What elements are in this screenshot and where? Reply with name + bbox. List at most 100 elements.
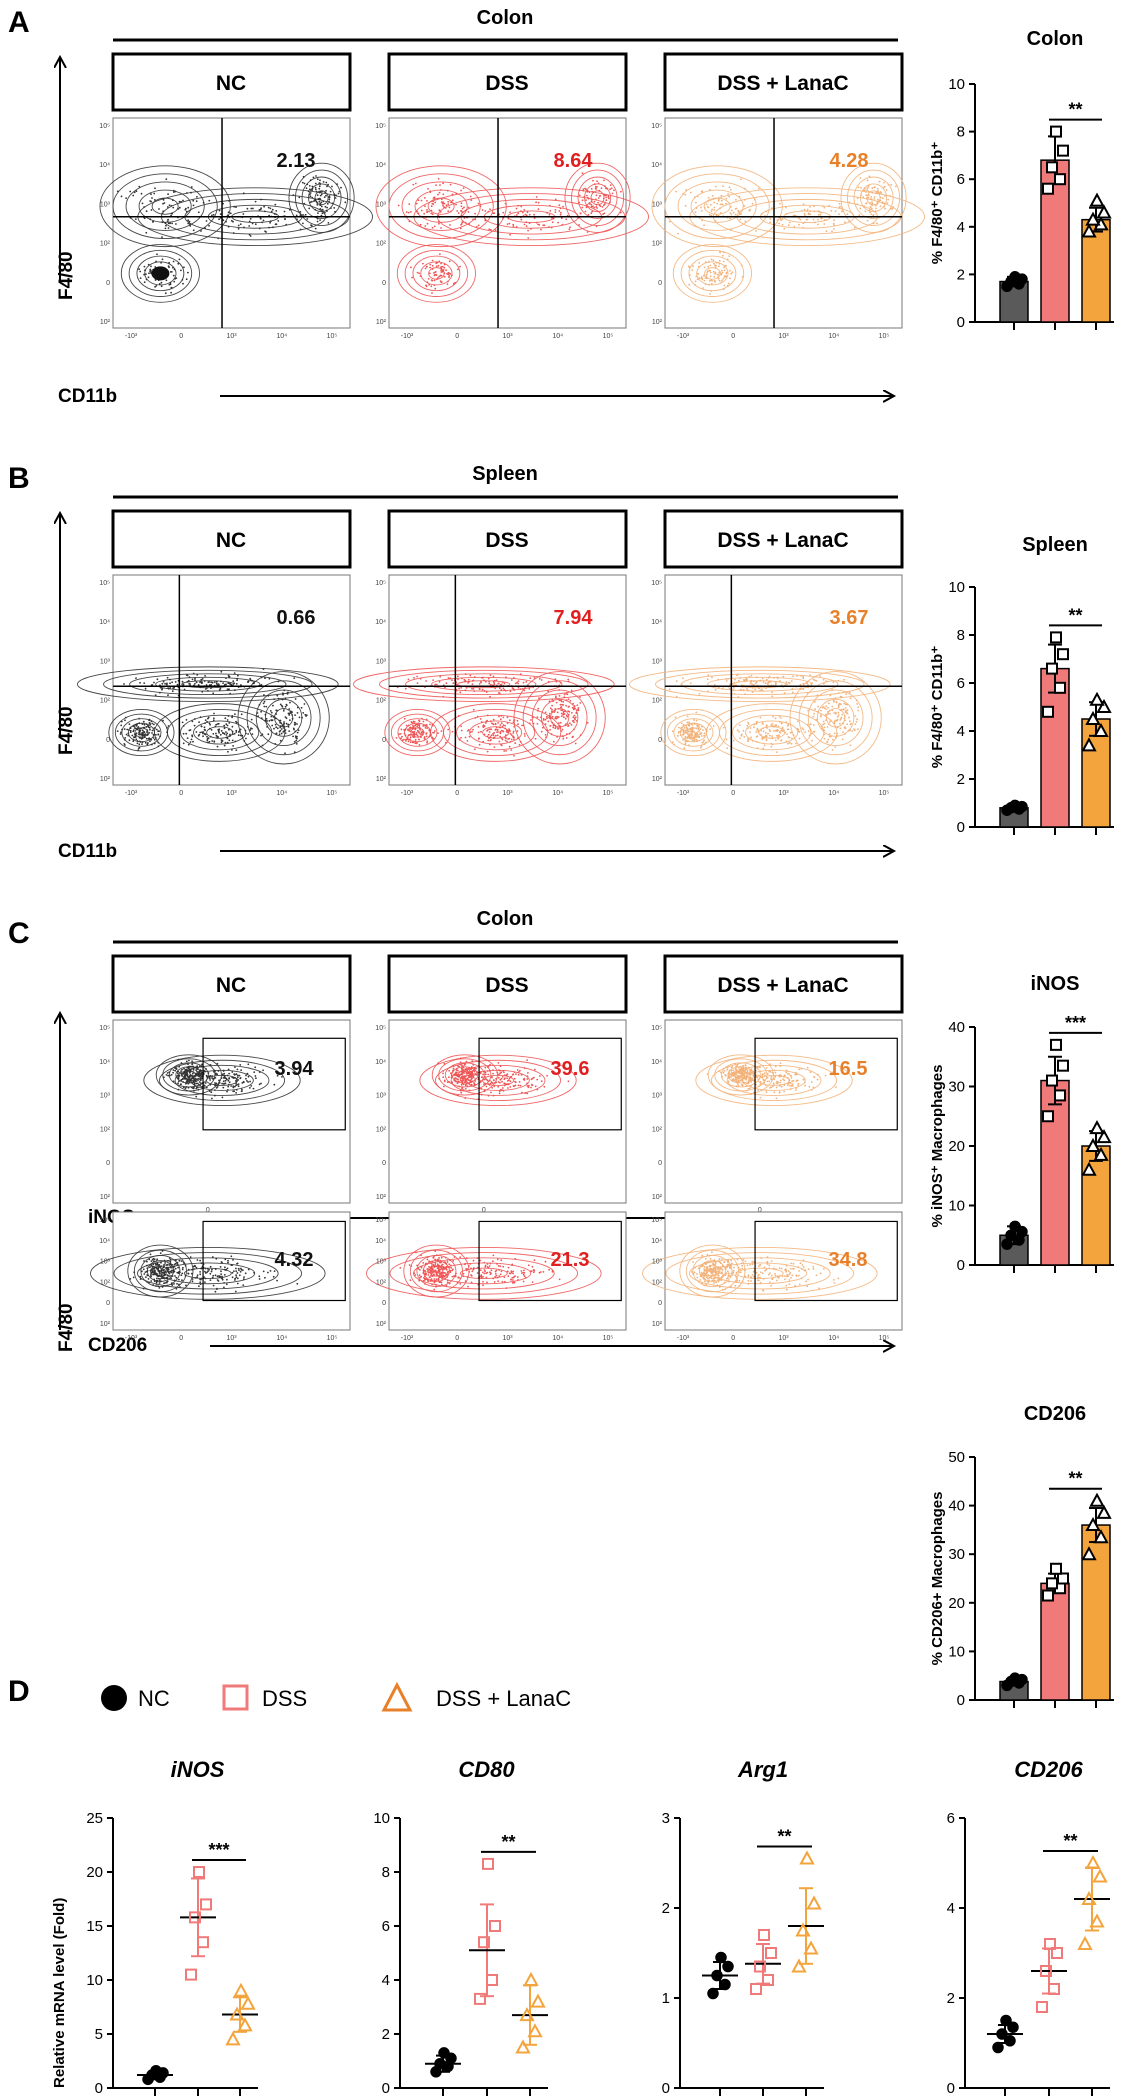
event-dot [218,1079,220,1082]
event-dot [504,739,507,742]
event-dot [321,212,324,215]
event-dot [167,193,170,196]
event-dot [182,199,184,202]
event-dot [769,1070,771,1073]
event-dot [824,1074,827,1077]
event-dot [724,1074,727,1077]
panel-a-x-label: CD11b [58,386,117,407]
group-box-lanac [663,52,904,112]
contour-line [396,244,476,303]
event-dot [880,192,882,195]
flow-y-tick: 10² [100,241,111,248]
event-dot [236,1272,239,1274]
event-dot [707,196,710,199]
event-dot [758,1066,761,1069]
event-dot [499,718,502,721]
event-dot [754,688,756,691]
event-dot [420,199,423,202]
event-dot [279,739,282,742]
event-dot [315,175,317,177]
event-dot [531,1265,534,1268]
event-dot [490,734,493,737]
event-dot [271,719,274,721]
event-dot [871,207,873,210]
flow-y-tick: 10³ [100,1093,111,1100]
event-dot [779,717,782,719]
event-dot [472,728,474,731]
event-dot [870,213,873,216]
event-dot [546,715,548,718]
event-dot [727,1080,730,1083]
event-dot [160,285,163,288]
event-dot [150,684,153,686]
flow-x-tick: 10³ [778,790,789,797]
event-dot [186,1075,189,1078]
event-dot [543,1085,546,1088]
event-dot [169,1260,172,1263]
flow-y-tick: 10² [652,1194,663,1201]
event-dot [536,723,539,725]
event-dot [741,1071,744,1074]
event-dot [461,1073,464,1076]
event-dot [180,269,182,272]
event-dot [237,674,239,677]
event-dot [217,736,220,738]
event-dot [397,204,400,207]
event-dot [232,220,234,223]
event-dot [190,186,193,188]
event-dot [709,275,712,278]
event-dot [316,220,319,223]
event-dot [200,678,203,681]
event-dot [695,731,698,734]
event-dot [432,679,434,681]
event-dot [248,225,251,227]
event-dot [470,1078,473,1080]
event-dot [741,1083,744,1086]
event-dot [201,1085,203,1088]
event-dot [729,217,731,220]
event-dot [459,1079,462,1082]
event-dot [436,683,438,686]
event-dot [798,217,800,220]
event-dot [216,1073,219,1076]
event-dot [279,703,282,706]
event-dot [230,1085,233,1087]
event-dot [814,700,816,703]
panel-b-title: Spleen [472,463,538,485]
flow-y-tick: 10² [100,1321,111,1328]
event-dot [440,198,443,201]
event-dot [142,1268,145,1271]
event-dot [213,740,216,743]
contour-line [457,680,511,689]
event-dot [817,223,819,226]
event-dot [215,734,218,737]
event-dot [457,268,459,271]
event-dot [533,217,536,220]
event-dot [225,731,227,733]
event-dot [765,1067,768,1069]
event-dot [289,719,291,722]
event-dot [302,712,305,714]
event-dot [235,1073,238,1076]
group-box-lanac [663,509,904,569]
event-dot [325,189,327,192]
event-dot [451,199,454,202]
event-dot [563,693,566,696]
event-dot [133,736,135,739]
event-dot [459,691,462,694]
event-dot [797,1082,800,1085]
event-dot [223,1072,226,1075]
event-dot [497,1085,500,1088]
event-dot [774,683,777,686]
event-dot [420,733,423,736]
contour-line [308,183,336,213]
event-dot [448,1069,451,1072]
event-dot [607,195,610,197]
event-dot [481,688,484,691]
flow-y-tick: 10⁴ [651,1059,662,1066]
group-label-nc: NC [216,72,246,95]
event-dot [246,1080,248,1082]
event-dot [513,1077,516,1080]
contour-line [420,261,453,286]
event-dot [316,194,319,197]
